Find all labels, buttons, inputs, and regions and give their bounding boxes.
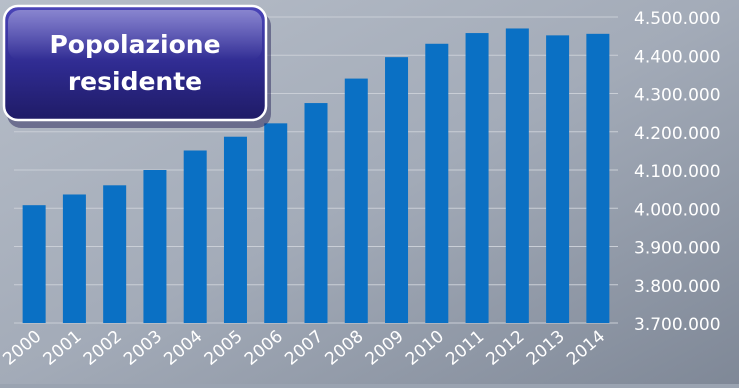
bar-2009	[385, 57, 409, 323]
bar-2008	[344, 78, 368, 324]
bar-2000	[22, 205, 46, 323]
bar-2001	[62, 194, 86, 323]
y-tick-label: 3.800.000	[634, 277, 721, 297]
bar-2014	[586, 33, 610, 323]
y-tick-label: 4.500.000	[634, 9, 721, 29]
y-tick-label: 3.700.000	[634, 315, 721, 335]
bar-2010	[425, 43, 449, 324]
title-box: Popolazione residente	[2, 4, 271, 128]
title-line-2: residente	[68, 67, 202, 96]
y-tick-label: 4.400.000	[634, 47, 721, 67]
bar-2013	[546, 35, 570, 324]
y-tick-label: 4.000.000	[634, 200, 721, 220]
bar-2011	[465, 33, 489, 323]
bar-2012	[505, 28, 529, 323]
y-axis-tick-labels: 3.700.000 3.800.000 3.900.000 4.000.000 4.10…	[634, 9, 721, 335]
bar-series	[22, 28, 610, 324]
y-tick-label: 4.300.000	[634, 86, 721, 106]
bar-2006	[264, 123, 288, 324]
y-tick-label: 3.900.000	[634, 239, 721, 259]
title-line-1: Popolazione	[49, 30, 220, 59]
bar-2004	[183, 150, 207, 323]
y-tick-label: 4.100.000	[634, 162, 721, 182]
y-tick-label: 4.200.000	[634, 124, 721, 144]
bar-2007	[304, 103, 328, 323]
bar-2003	[143, 170, 167, 323]
bar-2002	[103, 185, 127, 323]
bar-2005	[223, 136, 247, 323]
